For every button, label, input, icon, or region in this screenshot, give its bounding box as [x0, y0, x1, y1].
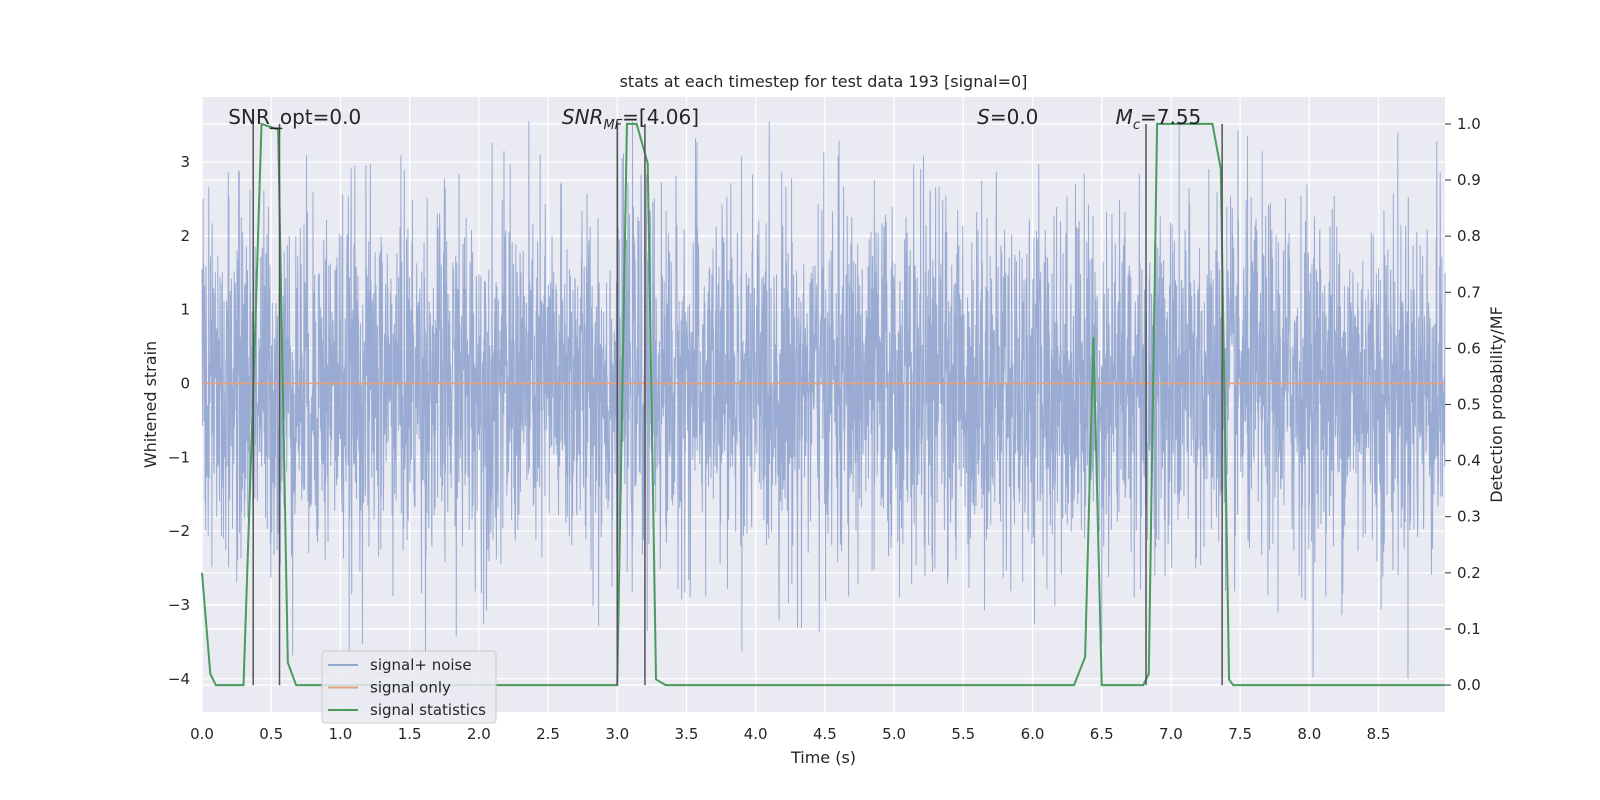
x-tick-label: 2.5: [536, 725, 560, 743]
y-tick-label: 1: [180, 301, 190, 319]
legend-label: signal statistics: [370, 701, 486, 719]
y2-tick-label: 1.0: [1457, 115, 1481, 133]
y2-tick-label: 0.3: [1457, 508, 1481, 526]
annotation-snr-mf-subscript: MF: [603, 118, 622, 133]
x-tick-label: 0.0: [190, 725, 214, 743]
annotation-mc: Mc=7.55: [1116, 105, 1202, 133]
x-tick-label: 8.0: [1297, 725, 1321, 743]
legend: signal+ noise signal only signal statistic…: [321, 650, 497, 724]
legend-label: signal+ noise: [370, 656, 472, 674]
y-tick-label: −2: [168, 522, 190, 540]
x-tick-label: 7.0: [1159, 725, 1183, 743]
y-axis-title: Whitened strain: [141, 341, 160, 468]
annotation-s: S=0.0: [977, 105, 1038, 129]
legend-box: [321, 650, 497, 724]
y2-tick-label: 0.7: [1457, 283, 1481, 301]
annotation-snr-mf-value: =[4.06]: [622, 105, 699, 129]
annotation-s-value: =0.0: [990, 105, 1039, 129]
y2-tick-label: 0.0: [1457, 676, 1481, 694]
signal-statistics-line: [201, 122, 1445, 687]
x-tick-label: 4.0: [744, 725, 768, 743]
y-tick-label: 0: [180, 374, 190, 392]
x-tick-label: 0.5: [259, 725, 283, 743]
annotation-snr-opt: SNR_opt=0.0: [228, 105, 361, 129]
x-tick-label: 3.5: [675, 725, 699, 743]
legend-label: signal only: [370, 679, 451, 697]
y2-tick-label: 0.4: [1457, 452, 1481, 470]
x-tick-label: 5.5: [951, 725, 975, 743]
annotation-mc-value: =7.55: [1140, 105, 1201, 129]
noise-series: [201, 121, 1446, 679]
annotation-mc-symbol: M: [1116, 105, 1133, 129]
y2-tick-label: 0.9: [1457, 171, 1481, 189]
x-tick-label: 8.5: [1367, 725, 1391, 743]
legend-items: signal+ noise signal only signal statistic…: [328, 656, 486, 719]
annotation-s-symbol: S: [977, 105, 990, 129]
x-tick-label: 1.5: [398, 725, 422, 743]
x-tick-label: 2.0: [467, 725, 491, 743]
annotation-mc-subscript: c: [1133, 118, 1140, 133]
ticks: 0.0 0.5 1.0 1.5 2.0 2.5 3.0 3.5 4.0 4.5 5.0 5.5 6.0 6…: [168, 115, 1481, 743]
y-tick-label: −3: [168, 596, 190, 614]
chart-title: stats at each timestep for test data 193…: [620, 72, 1028, 91]
y2-tick-label: 0.1: [1457, 620, 1481, 638]
x-tick-label: 4.5: [813, 725, 837, 743]
x-axis-title: Time (s): [790, 748, 856, 767]
y2-axis-title: Detection probability/MF: [1487, 306, 1506, 503]
y-tick-label: 2: [180, 227, 190, 245]
x-tick-label: 6.0: [1021, 725, 1045, 743]
x-tick-label: 5.0: [882, 725, 906, 743]
y2-tick-label: 0.8: [1457, 227, 1481, 245]
x-tick-label: 1.0: [328, 725, 352, 743]
y-tick-label: −1: [168, 448, 190, 466]
y2-tick-label: 0.5: [1457, 396, 1481, 414]
event-markers: [252, 123, 1223, 686]
y-tick-label: 3: [180, 153, 190, 171]
y-tick-label: −4: [168, 670, 190, 688]
x-tick-label: 3.0: [605, 725, 629, 743]
x-tick-label: 7.5: [1228, 725, 1252, 743]
y2-tick-label: 0.2: [1457, 564, 1481, 582]
signal-statistics-series: [201, 122, 1445, 687]
y2-tick-label: 0.6: [1457, 339, 1481, 357]
x-tick-label: 6.5: [1090, 725, 1114, 743]
annotation-snr-mf: SNRMF=[4.06]: [562, 105, 699, 133]
annotation-snr-mf-symbol: SNR: [562, 105, 604, 129]
signal-plus-noise-line: [201, 121, 1446, 679]
